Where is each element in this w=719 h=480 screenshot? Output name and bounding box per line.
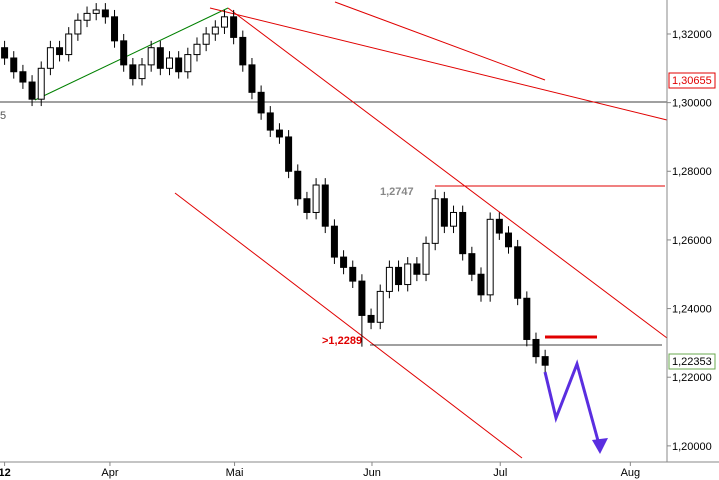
candle-body — [202, 33, 210, 45]
candle-body — [532, 338, 540, 358]
channel-upper — [227, 7, 668, 339]
x-tick-label: Jul — [493, 467, 507, 479]
candle-body — [230, 16, 238, 38]
candle-body — [74, 19, 82, 35]
candle-body — [46, 47, 54, 69]
projection-arrow — [592, 438, 608, 454]
candle-body — [385, 266, 393, 292]
trend-line-red — [209, 7, 668, 121]
candle-body — [220, 16, 228, 28]
channel-lower — [174, 192, 523, 459]
candle-body — [37, 67, 45, 100]
candle-body — [404, 263, 412, 286]
trend-line-red — [334, 1, 546, 81]
candle-body — [330, 225, 338, 258]
candle-body — [395, 266, 403, 286]
candle-body — [184, 54, 192, 73]
candle-body — [129, 64, 137, 80]
x-tick-label: Apr — [101, 467, 118, 479]
candle-body — [28, 81, 36, 100]
candle-body — [165, 57, 173, 69]
candle-body — [120, 40, 128, 66]
candle-body — [477, 273, 485, 296]
y-tick-label: 1,26000 — [672, 235, 712, 247]
candle-body — [321, 184, 329, 227]
candle-body — [523, 297, 531, 340]
candle-body — [101, 9, 109, 18]
x-tick-label: Jun — [363, 467, 381, 479]
candle-body — [376, 290, 384, 323]
candle-body — [303, 198, 311, 213]
candle-body — [56, 47, 64, 56]
price-tag — [668, 72, 716, 89]
candle-body — [504, 232, 512, 248]
candle-body — [10, 57, 18, 73]
candle-body — [459, 211, 467, 255]
annotation: 1,2747 — [380, 186, 414, 198]
y-tick-label: 1,30000 — [672, 98, 712, 110]
candle-body — [340, 256, 348, 268]
candle-body — [193, 43, 201, 56]
price-tag-label: 1,22353 — [672, 356, 712, 368]
candle-body — [211, 26, 219, 35]
x-tick-label: Mai — [226, 467, 244, 479]
candle-body — [266, 112, 274, 131]
candle-body — [422, 242, 430, 275]
candle-body — [92, 9, 100, 14]
candle-body — [367, 314, 375, 323]
candle-body — [19, 71, 27, 83]
candle-body — [239, 36, 247, 66]
drawings — [0, 1, 668, 459]
annotation: >1,2289 — [322, 335, 362, 347]
candle-body — [248, 64, 256, 93]
price-tag-label: 1,30655 — [672, 75, 712, 87]
candle-body — [468, 253, 476, 275]
x-tick-label: Aug — [621, 467, 641, 479]
candle-body — [138, 64, 146, 80]
candle-body — [541, 356, 549, 366]
candle-body — [156, 47, 164, 69]
candle-body — [450, 211, 458, 227]
candle-body — [257, 91, 265, 114]
candle-body — [495, 218, 503, 234]
y-tick-label: 1,20000 — [672, 441, 712, 453]
candle-body — [65, 33, 73, 56]
projection-path — [543, 359, 602, 449]
y-tick-label: 1,32000 — [672, 29, 712, 41]
y-tick-label: 1,24000 — [672, 303, 712, 315]
candle-body — [175, 57, 183, 73]
y-tick-label: 1,22000 — [672, 372, 712, 384]
candle-body — [275, 129, 283, 138]
candle-body — [349, 266, 357, 282]
trend-line-green — [34, 7, 229, 101]
price-tag — [668, 353, 716, 370]
candle-body — [147, 47, 155, 66]
x-tick-label: 12 — [0, 467, 11, 479]
annotation: 5 — [0, 110, 6, 122]
candle-body — [413, 263, 421, 275]
candle-body — [514, 246, 522, 299]
candle-body — [285, 136, 293, 172]
candle-body — [358, 280, 366, 316]
candle-body — [83, 12, 91, 21]
candle-body — [1, 47, 9, 59]
candle-body — [294, 170, 302, 200]
candle-body — [312, 184, 320, 213]
candle-body — [486, 218, 494, 296]
candle-body — [440, 198, 448, 227]
candle-body — [111, 16, 119, 42]
y-tick-label: 1,28000 — [672, 166, 712, 178]
candle-body — [431, 198, 439, 244]
